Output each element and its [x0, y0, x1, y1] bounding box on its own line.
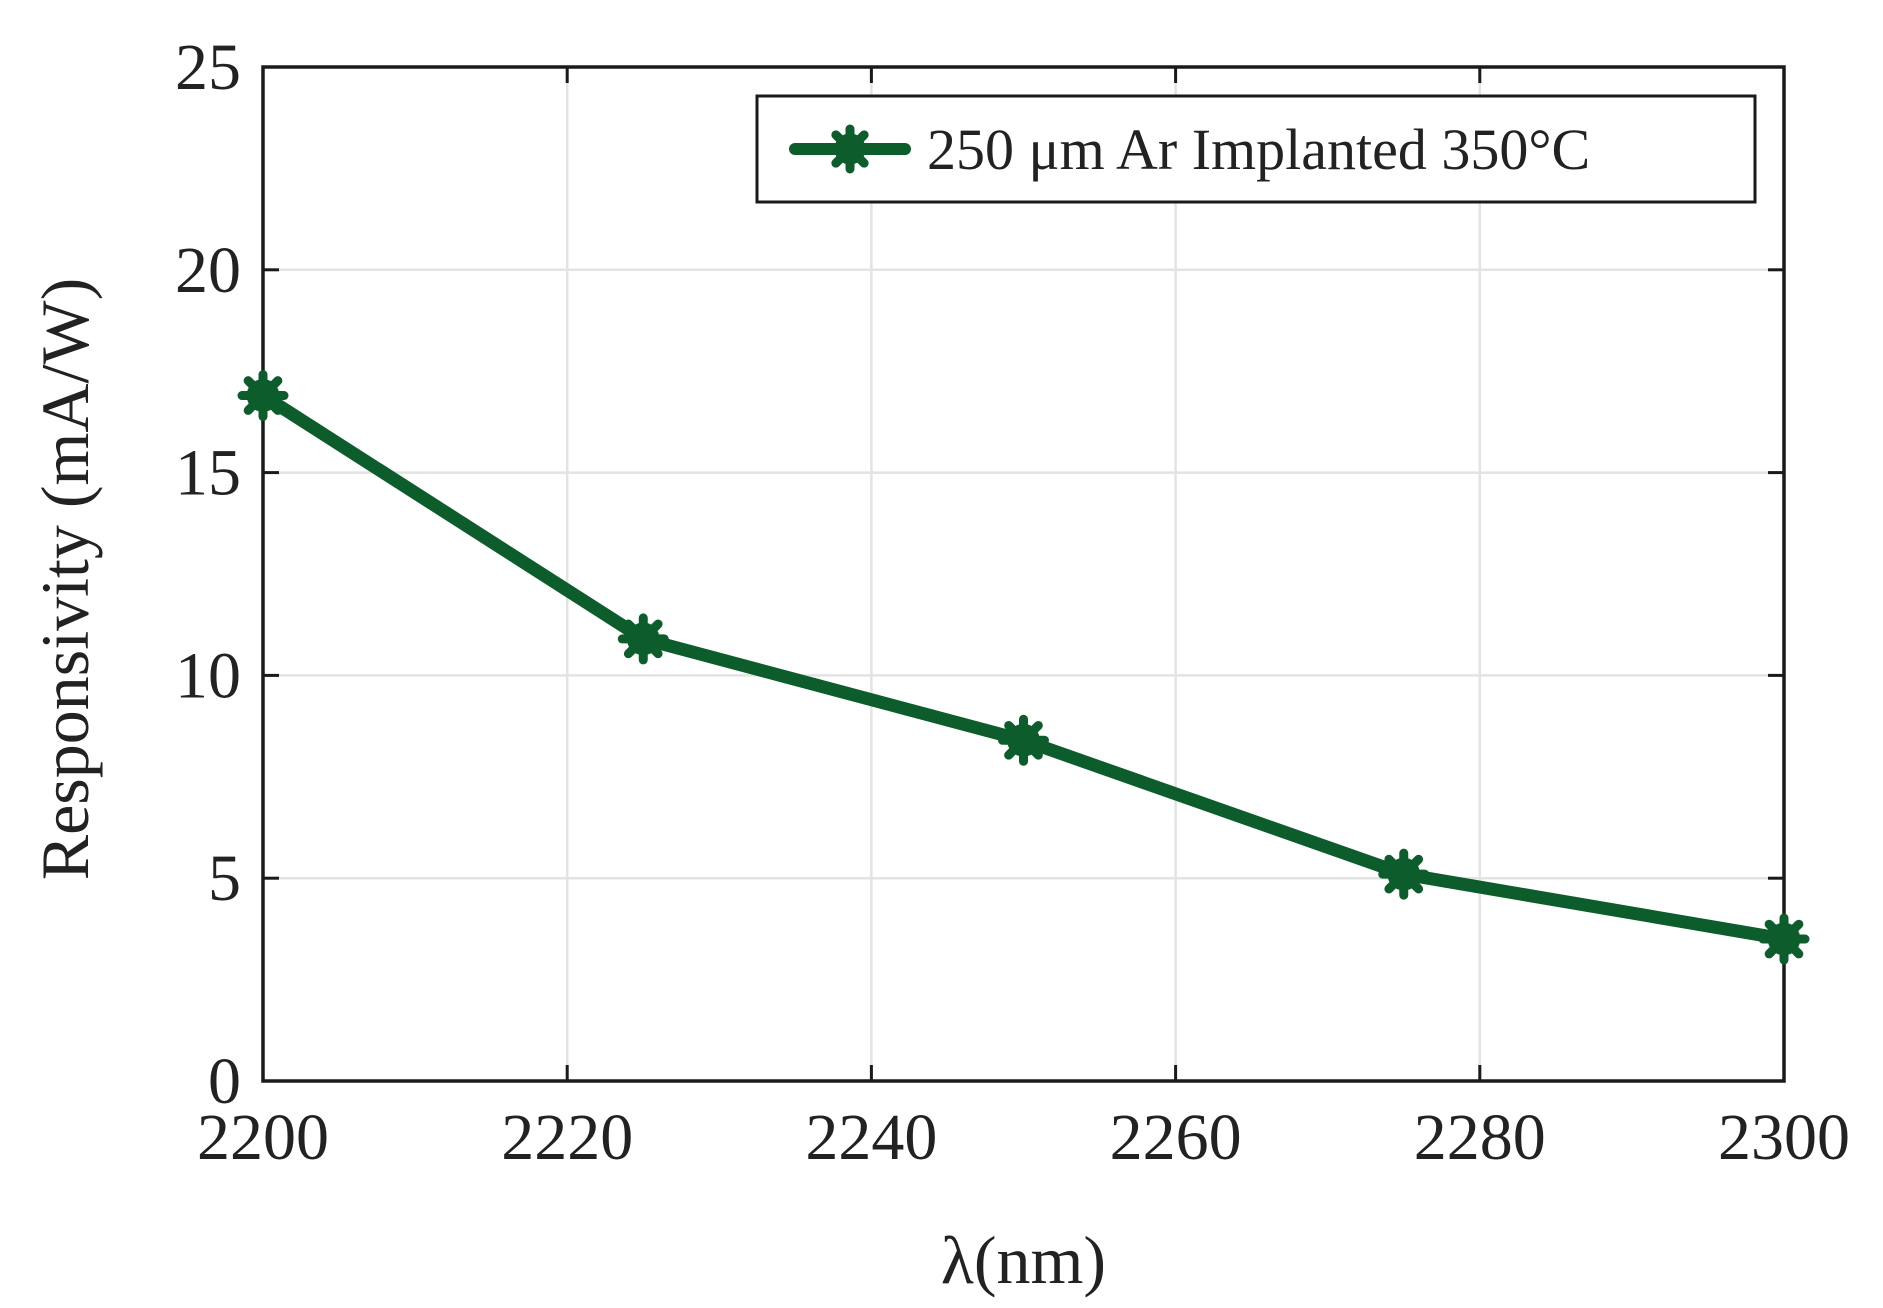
y-tick-label: 25 — [175, 31, 241, 104]
marker-spoke — [243, 376, 283, 415]
data-point — [237, 370, 289, 422]
data-point — [998, 714, 1049, 766]
marker-spoke — [1004, 720, 1043, 760]
y-axis-label: Responsivity (mA/W) — [27, 278, 103, 881]
y-tick-label: 5 — [208, 842, 241, 915]
marker-spoke — [1764, 919, 1804, 959]
y-tick-label: 0 — [208, 1045, 241, 1118]
x-tick-label: 2300 — [1718, 1101, 1850, 1174]
legend-entry-label: 250 μm Ar Implanted 350°C — [927, 117, 1590, 182]
grid-lines — [263, 67, 1784, 1081]
legend: 250 μm Ar Implanted 350°C — [755, 94, 1757, 204]
marker-spoke — [1384, 854, 1424, 894]
y-tick-label: 15 — [175, 437, 241, 510]
y-tick-label: 10 — [175, 639, 241, 712]
axis-ticks: 2200 2220 2240 2260 2280 2300 0 5 10 15 20 25 — [175, 31, 1850, 1174]
legend-marker — [825, 124, 875, 174]
data-point — [1378, 848, 1430, 900]
marker-spoke — [831, 130, 869, 168]
x-tick-label: 2200 — [197, 1101, 329, 1174]
legend-marker-shape — [825, 124, 875, 174]
x-tick-label: 2240 — [805, 1101, 937, 1174]
y-tick-label: 20 — [175, 234, 241, 307]
x-tick-label: 2220 — [501, 1101, 633, 1174]
plot-area-frame — [261, 65, 1786, 1083]
data-point — [1758, 913, 1810, 965]
x-tick-label: 2260 — [1110, 1101, 1242, 1174]
x-axis-label: λ(nm) — [941, 1222, 1106, 1298]
marker-spoke — [623, 619, 663, 659]
legend-box — [755, 94, 1757, 204]
data-point — [617, 613, 669, 665]
x-tick-label: 2280 — [1414, 1101, 1546, 1174]
series-group — [237, 370, 1810, 965]
